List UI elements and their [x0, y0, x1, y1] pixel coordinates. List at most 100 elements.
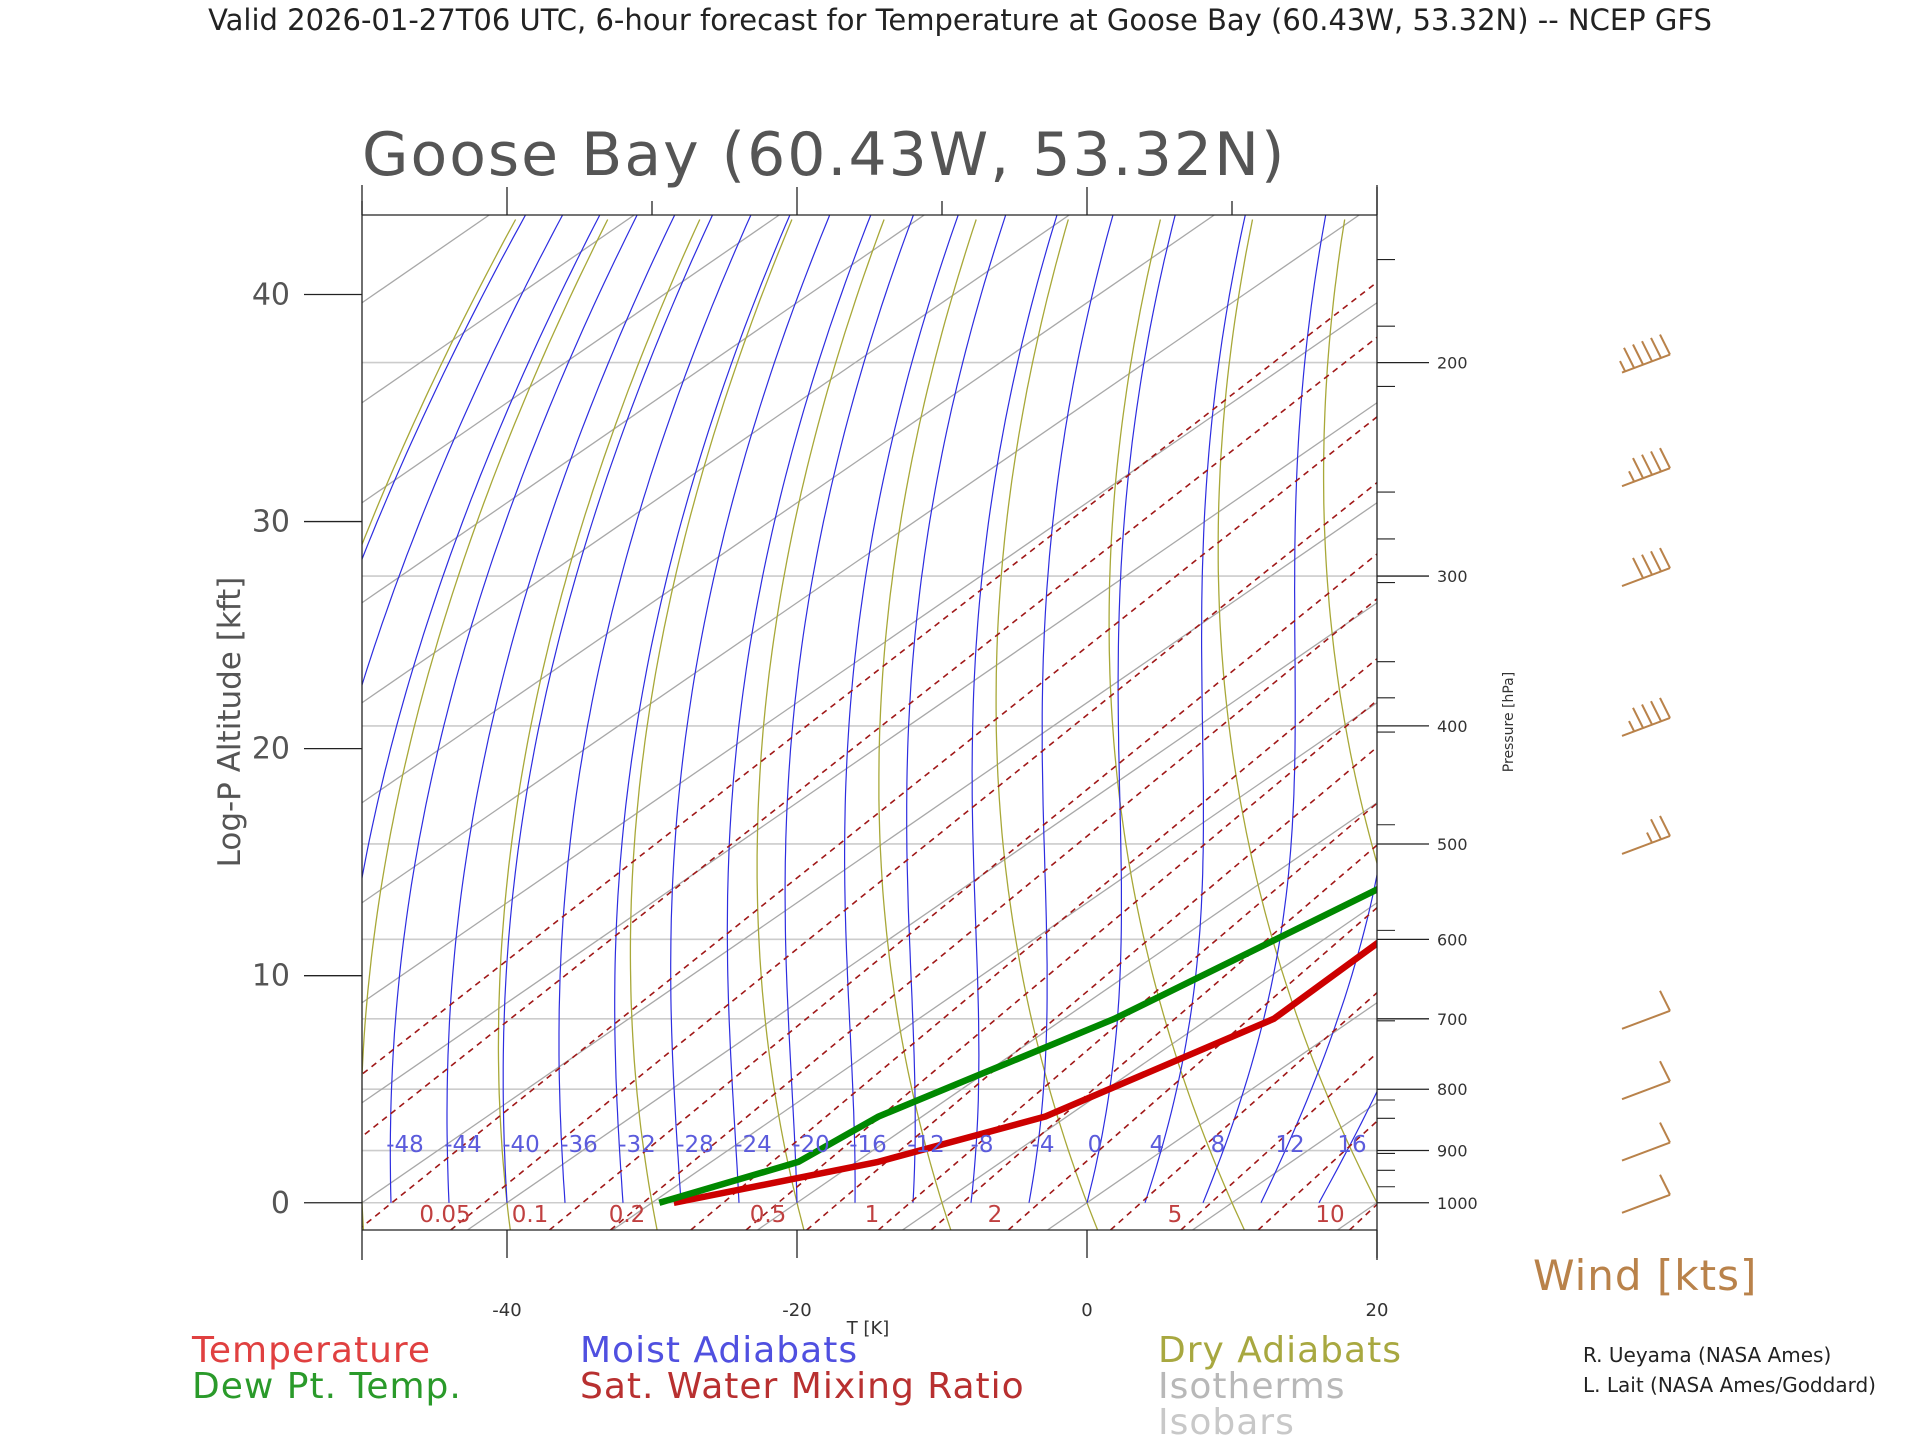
dry-adiabat-line	[1620, 220, 1920, 1231]
wind-barb-flag	[1623, 347, 1635, 369]
x-tick-label: 0	[1081, 1300, 1092, 1321]
isotherm-line	[902, 901, 1377, 1230]
moist-adiabat-line	[558, 215, 752, 1203]
chart-title: Goose Bay (60.43W, 53.32N)	[362, 120, 1286, 190]
moist-adiabat-line	[1551, 204, 1920, 1203]
wind-barb	[1621, 815, 1671, 855]
x-tick-label: -20	[782, 1300, 811, 1321]
y-tick-label: 0	[271, 1186, 290, 1221]
moist-adiabat-label: -20	[792, 1132, 830, 1158]
pressure-tick-label: 900	[1437, 1142, 1468, 1161]
y-axis-label: Log-P Altitude [kft]	[212, 577, 248, 868]
moist-adiabat-line	[784, 215, 915, 1203]
isotherm-line	[0, 215, 344, 1230]
isotherm-line	[1192, 1101, 1377, 1230]
moist-adiabat-line	[362, 215, 527, 561]
mixing-ratio-label: 2	[988, 1202, 1003, 1228]
mixing-ratio-line	[930, 844, 1377, 1230]
dry-adiabat-line	[1217, 219, 1377, 1205]
dry-adiabat-line	[1897, 220, 1920, 1231]
moist-adiabat-label: -40	[502, 1132, 540, 1158]
moist-adiabat-label: -36	[560, 1132, 598, 1158]
dry-adiabat-line	[497, 219, 701, 1230]
moist-adiabat-label: -8	[971, 1132, 994, 1158]
wind-barb-staff	[1621, 467, 1671, 488]
isotherm-line	[362, 501, 1377, 1204]
wind-label: Wind [kts]	[1533, 1251, 1757, 1300]
wind-barb-flag	[1659, 990, 1671, 1012]
dewpoint-profile-line	[658, 885, 1377, 1206]
wind-barb-flag	[1659, 1060, 1671, 1082]
legend-entry: Dew Pt. Temp.	[192, 1366, 462, 1407]
moist-adiabat-line	[614, 215, 791, 1203]
wind-barb-flag	[1632, 557, 1644, 579]
plot-frame	[361, 185, 1378, 1260]
x-tick-label: -40	[492, 1300, 521, 1321]
wind-barb-flag	[1650, 337, 1662, 359]
y-tick-label: 10	[252, 959, 290, 994]
moist-adiabat-label: -12	[907, 1132, 945, 1158]
wind-barb-flag	[1650, 450, 1662, 472]
moist-adiabat-line	[1667, 204, 1920, 1203]
isotherm-line	[1627, 215, 1920, 1230]
isotherm-line	[362, 215, 1215, 804]
moist-adiabat-line	[906, 215, 1007, 1203]
y-tick-label: 20	[252, 732, 290, 767]
pressure-tick-label: 500	[1437, 835, 1468, 854]
background-lines	[0, 204, 1920, 1231]
wind-barb	[1621, 697, 1671, 737]
pressure-tick-label: 400	[1437, 717, 1468, 736]
mixing-ratio-line	[1514, 231, 1920, 1230]
moist-adiabat-line	[502, 215, 714, 1203]
moist-adiabat-line	[446, 215, 676, 1203]
dry-adiabat-line	[878, 219, 977, 1230]
wind-barb-flag	[1659, 815, 1671, 837]
moist-adiabat-line	[1493, 204, 1920, 1203]
isotherm-line	[612, 701, 1377, 1230]
wind-barbs	[1619, 334, 1671, 1214]
moist-adiabat-line	[1260, 871, 1377, 1204]
mixing-ratio-label: 0.2	[609, 1202, 646, 1228]
dry-adiabat-line	[629, 219, 793, 1230]
dry-adiabat-line	[362, 219, 517, 547]
mixing-ratio-line	[1180, 1051, 1377, 1230]
dry-adiabat-line	[1805, 220, 1920, 1231]
wind-barb-staff	[1621, 1193, 1671, 1214]
wind-barb-half-flag	[1619, 360, 1626, 372]
moist-adiabat-line	[726, 215, 872, 1203]
mixing-ratio-label: 0.05	[419, 1202, 470, 1228]
wind-barb-flag	[1632, 344, 1644, 365]
mixing-ratio-line	[362, 281, 1377, 1076]
wind-barb-staff	[1621, 353, 1671, 374]
dry-adiabat-line	[995, 219, 1099, 1230]
wind-barb-flag	[1641, 554, 1653, 576]
wind-barb-staff	[1621, 716, 1671, 737]
dry-adiabat-line	[1713, 220, 1920, 1231]
wind-barb-flag	[1641, 704, 1653, 725]
legend-entry: Isotherms	[1158, 1366, 1345, 1407]
moist-adiabat-line	[1376, 1201, 1377, 1203]
dry-adiabat-line	[1524, 220, 1831, 1231]
legend-entry: Isobars	[1158, 1402, 1295, 1440]
isotherm-line	[362, 215, 635, 404]
wind-barb-flag	[1632, 457, 1644, 479]
wind-barb-staff	[1621, 1141, 1671, 1162]
wind-barb-staff	[1621, 567, 1671, 587]
wind-barb	[1619, 334, 1671, 374]
profile-lines	[658, 885, 1377, 1206]
wind-barb-flag	[1659, 697, 1671, 719]
wind-barb	[1621, 447, 1671, 488]
wind-barb	[1621, 1174, 1671, 1214]
wind-barb-staff	[1621, 835, 1671, 855]
wind-barb-flag	[1659, 334, 1671, 356]
moist-adiabat-line	[1086, 215, 1176, 1203]
mixing-ratio-line	[1417, 231, 1920, 1230]
wind-barb	[1621, 547, 1671, 587]
moist-adiabat-label: -32	[618, 1132, 656, 1158]
isotherm-line	[362, 401, 1377, 1104]
pressure-axis-label: Pressure [hPa]	[1501, 672, 1517, 772]
mixing-ratio-line	[609, 597, 1377, 1230]
isotherm-line	[362, 215, 1070, 704]
moist-adiabat-label: 12	[1275, 1132, 1304, 1158]
